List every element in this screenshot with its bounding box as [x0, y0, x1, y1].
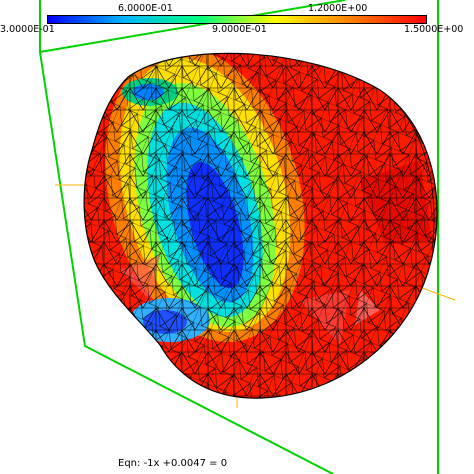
colorbar-gradient [47, 15, 427, 24]
plane-equation: Eqn: -1x +0.0047 = 0 [118, 458, 227, 469]
bounding-box [39, 0, 439, 474]
equation-text: -1x +0.0047 = 0 [143, 458, 228, 469]
colorbar-bottom-label-3: 1.5000E+00 [404, 24, 464, 35]
mesh-surface[interactable] [70, 26, 450, 410]
colorbar-top-label-2: 1.2000E+00 [308, 3, 368, 14]
colorbar-bottom-label-2: 9.0000E-01 [212, 24, 267, 35]
colorbar-bottom-label-1: 3.0000E-01 [0, 24, 55, 35]
colorbar-top-label-1: 6.0000E-01 [118, 3, 173, 14]
equation-label: Eqn: [118, 458, 141, 469]
